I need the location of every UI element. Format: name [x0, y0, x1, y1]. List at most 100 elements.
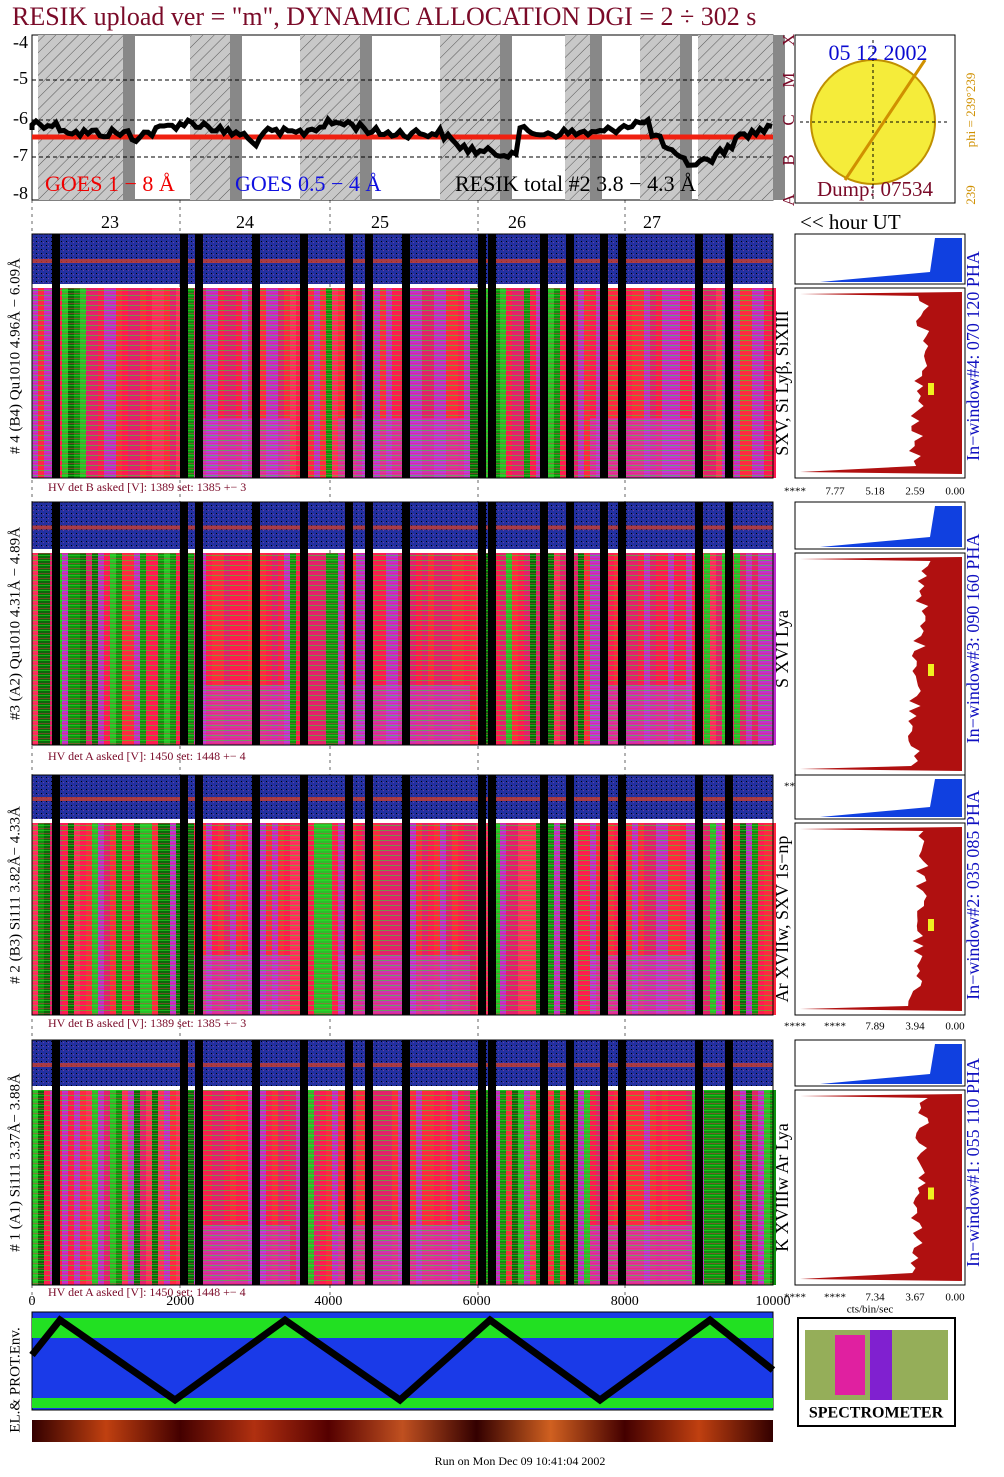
frame [31, 774, 774, 1016]
pha-blue [820, 506, 962, 547]
dark-band [360, 35, 372, 200]
gap [195, 775, 203, 1015]
gap [252, 775, 260, 1015]
gap [488, 234, 496, 478]
sun-phi: phi = 239°239 [963, 73, 978, 148]
lines-label: SXV, Si Lyβ, SiXIII [772, 310, 792, 455]
sun-phi-bottom: 239 [963, 185, 978, 205]
gap [695, 775, 703, 1015]
gap [618, 502, 626, 745]
frame [31, 1039, 774, 1286]
gray-band [640, 35, 680, 200]
gap [365, 775, 373, 1015]
gap [252, 234, 260, 478]
gap [52, 1040, 60, 1285]
gap [725, 775, 733, 1015]
env-green [32, 1318, 773, 1338]
gap [618, 775, 626, 1015]
sun-arrow [843, 59, 927, 181]
gray-band [698, 35, 773, 200]
dark-band [230, 35, 242, 200]
sun-date: 05 12 2002 [829, 40, 928, 65]
gap [695, 234, 703, 478]
x-tick: 2000 [166, 1294, 194, 1309]
legend: GOES 1 − 8 Å [45, 171, 175, 196]
gap [488, 1040, 496, 1285]
pha-tick: 0.00 [945, 486, 965, 498]
gap [345, 234, 353, 478]
gap [618, 1040, 626, 1285]
gap [478, 1040, 486, 1285]
y-tick: -7 [13, 145, 28, 165]
gap [365, 502, 373, 745]
gap [540, 502, 548, 745]
gap [600, 1040, 608, 1285]
x-tick: 8000 [611, 1294, 639, 1309]
pha-red [800, 292, 962, 474]
gap [345, 502, 353, 745]
gray-band [38, 35, 123, 200]
y-tick: -4 [13, 32, 28, 52]
gap [478, 234, 486, 478]
sun-dump: Dump: 07534 [817, 177, 934, 201]
gap [540, 1040, 548, 1285]
gap [566, 502, 574, 745]
pha-red [800, 827, 962, 1011]
gap [52, 502, 60, 745]
env-zigzag [29, 1315, 776, 1405]
env-bar [32, 1420, 773, 1442]
gap [365, 1040, 373, 1285]
gap [180, 775, 188, 1015]
gap [300, 1040, 308, 1285]
class-label: A [779, 193, 798, 206]
gap [195, 1040, 203, 1285]
gap [300, 234, 308, 478]
gap [488, 502, 496, 745]
title: RESIK upload ver = "m", DYNAMIC ALLOCATI… [12, 2, 756, 31]
gap [252, 1040, 260, 1285]
gray-band [565, 35, 590, 200]
pha-red [800, 557, 962, 771]
x-tick: 6000 [463, 1294, 491, 1309]
gap [566, 775, 574, 1015]
gap [540, 775, 548, 1015]
pha-tick: **** [784, 1021, 806, 1033]
gap [478, 502, 486, 745]
pha-label: In−window#4: 070 120 PHA [963, 251, 983, 461]
legend: RESIK total #2 3.8 − 4.3 Å [455, 171, 696, 196]
pha-tick: **** [824, 1021, 846, 1033]
pha-marker [928, 919, 934, 931]
pha-unit: cts/bin/sec [847, 1304, 894, 1316]
gap [252, 502, 260, 745]
gap [695, 1040, 703, 1285]
gap [195, 234, 203, 478]
gap [195, 502, 203, 745]
pha-label: In−window#1: 055 110 PHA [963, 1058, 983, 1267]
logo-pink [835, 1335, 865, 1395]
logo-word: SPECTROMETER [809, 1405, 944, 1422]
hv: HV det B asked [V]: 1389 set: 1385 +− 3 [48, 1016, 246, 1030]
gap [345, 775, 353, 1015]
gap [180, 502, 188, 745]
y-tick: -6 [13, 108, 28, 128]
hv: HV det B asked [V]: 1389 set: 1385 +− 3 [48, 480, 246, 494]
pha-tick: 0.00 [945, 1292, 965, 1304]
lines-label: K XVIIIw Ar Lya [772, 1123, 792, 1251]
gap [566, 1040, 574, 1285]
gap [365, 234, 373, 478]
y-tick: -8 [13, 183, 28, 203]
class-label: C [779, 114, 798, 125]
gap [618, 234, 626, 478]
env-label: EL.& PROT.Env. [7, 1327, 23, 1432]
legend: GOES 0.5 − 4 Å [235, 171, 381, 196]
dark-band [123, 35, 135, 200]
pha-marker [928, 383, 934, 395]
pha-blue [820, 779, 962, 817]
footer: Run on Mon Dec 09 10:41:04 2002 [435, 1454, 606, 1468]
pha-red [800, 1094, 962, 1281]
x-tick: 10000 [756, 1294, 791, 1309]
hour: 26 [508, 212, 526, 232]
gap [300, 502, 308, 745]
gap [402, 502, 410, 745]
pha-tick: 3.67 [905, 1292, 925, 1304]
